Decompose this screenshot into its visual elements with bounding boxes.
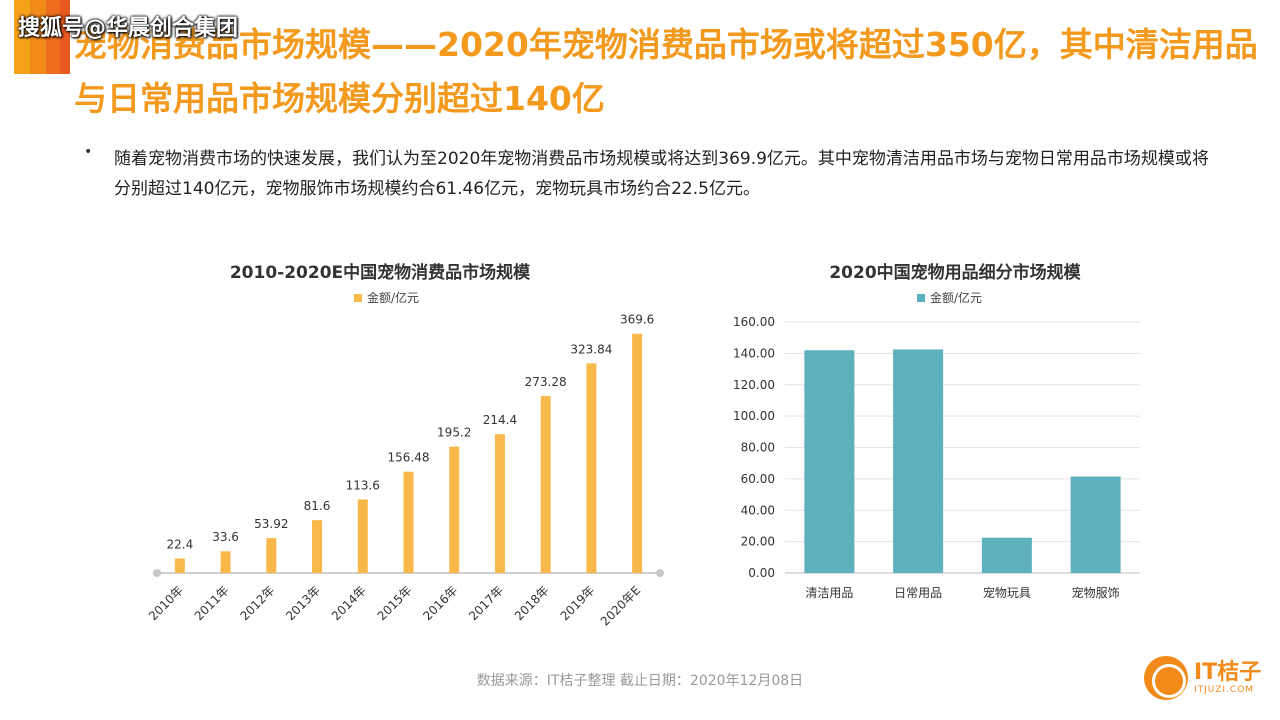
chart2-bar: [981, 537, 1032, 573]
source-watermark: 搜狐号@华晨创合集团: [18, 16, 239, 41]
chart1-data-label: 33.6: [212, 530, 239, 544]
chart1-bar: [586, 363, 597, 573]
chart2-x-tick-label: 宠物玩具: [983, 585, 1031, 600]
chart1-bar: [403, 471, 414, 573]
chart1-tick-label: 2017年: [466, 583, 506, 623]
chart1-legend-swatch: [354, 293, 362, 302]
chart1-tick-label: 2013年: [283, 583, 323, 623]
chart1-data-label: 323.84: [570, 342, 612, 356]
chart1-bar: [220, 551, 231, 573]
chart1-tick-label: 2016年: [420, 583, 460, 623]
orange-logo-icon: [1144, 656, 1188, 700]
chart1-tick-label: 2012年: [237, 583, 277, 623]
chart2-legend-swatch: [917, 293, 925, 302]
chart2-y-tick-label: 140.00: [733, 346, 775, 360]
chart1-data-label: 22.4: [167, 537, 194, 551]
chart1-legend-label: 金额/亿元: [367, 291, 420, 305]
title-accent-bars: [14, 0, 74, 74]
chart1-bar: [494, 434, 505, 573]
summary-text: 随着宠物消费市场的快速发展，我们认为至2020年宠物消费品市场规模或将达到369…: [114, 149, 1209, 199]
chart1-bar: [357, 499, 368, 573]
chart2-x-tick-label: 日常用品: [894, 586, 942, 600]
chart2-plot: 0.00 20.00 40.00 60.00 80.00 100.00 120.00 140.…: [733, 315, 1140, 600]
chart1-axis-end-dot: [656, 569, 664, 577]
chart1-bar: [312, 520, 323, 573]
logo-sub: ITJUZI.COM: [1194, 685, 1255, 695]
chart2-bar: [893, 349, 944, 573]
chart2-y-tick-label: 60.00: [741, 472, 775, 486]
chart2-y-tick-label: 20.00: [741, 535, 775, 549]
logo-name: IT桔子: [1194, 660, 1262, 685]
chart2-y-tick-label: 160.00: [733, 315, 775, 329]
chart1-data-label: 81.6: [304, 499, 331, 513]
chart2-y-tick-label: 0.00: [748, 566, 775, 580]
chart1-tick-label: 2015年: [375, 583, 415, 623]
chart1-plot: 22.4 2010年 33.6 2011年 53.92 2012年 81.6 2013年 113…: [146, 313, 664, 629]
chart2-y-tick-label: 120.00: [733, 378, 775, 392]
chart1-legend: 金额/亿元: [354, 289, 419, 306]
chart2-bar: [804, 350, 855, 573]
chart1-tick-label: 2011年: [192, 583, 232, 623]
chart1-tick-label: 2014年: [329, 583, 369, 623]
chart2-legend-label: 金额/亿元: [930, 291, 983, 305]
chart2-x-tick-label: 清洁用品: [805, 586, 853, 600]
chart1-bar: [174, 558, 185, 573]
chart1-tick-label: 2018年: [512, 583, 552, 623]
chart1-bar: [266, 538, 277, 573]
data-source-note: 数据来源：IT桔子整理 截止日期：2020年12月08日: [476, 673, 804, 689]
chart1-tick-label: 2010年: [146, 583, 186, 623]
chart2-y-tick-label: 80.00: [741, 441, 775, 455]
chart1-data-label: 195.2: [437, 426, 471, 440]
chart1-data-label: 156.48: [388, 451, 430, 465]
itjuzi-logo: IT桔子 ITJUZI.COM: [1144, 656, 1261, 700]
chart2-legend: 金额/亿元: [917, 289, 982, 306]
chart1-title: 2010-2020E中国宠物消费品市场规模: [229, 263, 531, 283]
page-title: 宠物消费品市场规模——2020年宠物消费品市场或将超过350亿，其中清洁用品与日…: [74, 25, 1258, 118]
chart1-tick-label: 2020年E: [598, 583, 643, 628]
chart1-data-label: 113.6: [346, 478, 380, 492]
summary-bullet: • 随着宠物消费市场的快速发展，我们认为至2020年宠物消费品市场规模或将达到3…: [84, 144, 1224, 204]
bullet-icon: •: [84, 144, 93, 160]
chart1-axis-start-dot: [153, 569, 161, 577]
chart1-bar: [632, 333, 643, 573]
chart2-title: 2020中国宠物用品细分市场规模: [829, 263, 1081, 283]
chart1-data-label: 53.92: [254, 517, 288, 531]
chart1-tick-label: 2019年: [558, 583, 598, 623]
chart1-bar: [540, 396, 551, 573]
chart1-data-label: 214.4: [483, 413, 517, 427]
chart2-x-tick-label: 宠物服饰: [1072, 585, 1120, 600]
chart2-y-tick-label: 100.00: [733, 409, 775, 423]
chart1-bar: [449, 446, 460, 573]
chart2-y-tick-label: 40.00: [741, 503, 775, 517]
chart2-bar: [1070, 476, 1121, 573]
chart1-data-label: 273.28: [525, 375, 567, 389]
chart1-data-label: 369.6: [620, 313, 654, 327]
